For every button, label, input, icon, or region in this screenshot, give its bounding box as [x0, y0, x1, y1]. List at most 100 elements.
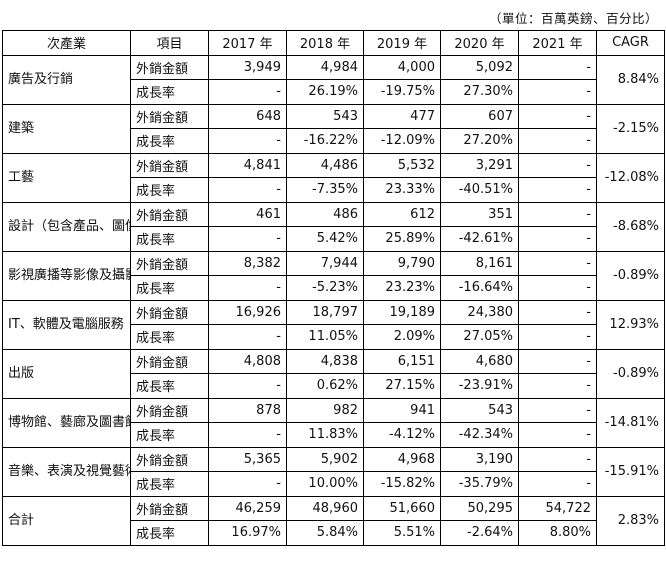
growth-value: -: [208, 226, 287, 252]
export-value: 24,380: [440, 299, 519, 325]
growth-value: -42.61%: [440, 226, 519, 252]
growth-value: -5.23%: [286, 275, 364, 301]
growth-value: -16.22%: [286, 128, 364, 154]
growth-value: -: [208, 373, 287, 399]
growth-value: -: [518, 324, 597, 350]
export-value: 941: [363, 397, 441, 423]
table-row: 建築 外銷金額 648 543 477 607- -2.15%: [2, 103, 665, 154]
category-cell: 音樂、表演及視覺藝術: [2, 446, 131, 497]
header-cagr: CAGR: [596, 30, 665, 56]
header-item: 項目: [130, 30, 209, 56]
header-2019: 2019 年: [363, 30, 441, 56]
export-value: 3,291: [440, 152, 519, 178]
growth-value: 27.05%: [440, 324, 519, 350]
growth-value: -4.12%: [363, 422, 441, 448]
item-label-growth: 成長率: [130, 471, 209, 497]
category-cell: 建築: [2, 103, 131, 154]
export-value: -: [518, 152, 597, 178]
table-row: 博物館、藝廊及圖書館 外銷金額 878 982 941 543- -14.81%: [2, 397, 665, 448]
cagr-value: -0.89%: [596, 250, 665, 301]
export-value: 3,190: [440, 446, 519, 472]
export-value: 5,902: [286, 446, 364, 472]
growth-value: 11.83%: [286, 422, 364, 448]
cagr-value: -15.91%: [596, 446, 665, 497]
growth-value: 26.19%: [286, 79, 364, 105]
growth-value: 23.33%: [363, 177, 441, 203]
cagr-value: -8.68%: [596, 201, 665, 252]
export-value: 4,841: [208, 152, 287, 178]
item-label-export: 外銷金額: [130, 152, 209, 178]
item-label-export: 外銷金額: [130, 201, 209, 227]
growth-value: -12.09%: [363, 128, 441, 154]
growth-value: -: [518, 226, 597, 252]
item-label-export: 外銷金額: [130, 446, 209, 472]
export-value: 3,949: [208, 54, 287, 80]
growth-value: -: [518, 373, 597, 399]
export-value: 8,161: [440, 250, 519, 276]
item-label-growth: 成長率: [130, 128, 209, 154]
export-value: -: [518, 201, 597, 227]
category-cell: 合計: [2, 495, 131, 546]
growth-value: -15.82%: [363, 471, 441, 497]
header-2018: 2018 年: [286, 30, 364, 56]
category-cell: 出版: [2, 348, 131, 399]
growth-value: -16.64%: [440, 275, 519, 301]
export-value: 4,000: [363, 54, 441, 80]
export-value: 46,259: [208, 495, 287, 521]
export-value: -: [518, 299, 597, 325]
table-row: 音樂、表演及視覺藝術 外銷金額 5,365 5,902 4,968 3,190- -15.9…: [2, 446, 665, 497]
export-value: -: [518, 446, 597, 472]
growth-value: 23.23%: [363, 275, 441, 301]
cagr-value: 8.84%: [596, 54, 665, 105]
table-row: 廣告及行銷 外銷金額 3,949 4,984 4,000 5,092-8.84%: [2, 54, 665, 105]
growth-value: -: [208, 128, 287, 154]
category-cell: 博物館、藝廊及圖書館: [2, 397, 131, 448]
unit-note: （單位：百萬英鎊、百分比）: [488, 11, 658, 26]
table-row: 成長率 - -5.23% 23.23% -16.64% -: [3, 275, 665, 301]
growth-value: 0.62%: [286, 373, 364, 399]
item-label-growth: 成長率: [130, 226, 209, 252]
table-row: IT、軟體及電腦服務 外銷金額 16,926 18,797 19,189 24,380-1…: [2, 299, 665, 350]
export-value: 486: [286, 201, 364, 227]
export-value: 4,680: [440, 348, 519, 374]
export-value: 6,151: [363, 348, 441, 374]
growth-value: 5.42%: [286, 226, 364, 252]
table-body: 廣告及行銷 外銷金額 3,949 4,984 4,000 5,092-8.84% 成長率 -2…: [2, 54, 665, 546]
export-value: -: [518, 397, 597, 423]
growth-value: -: [208, 275, 287, 301]
cagr-value: -12.08%: [596, 152, 665, 203]
category-cell: 廣告及行銷: [2, 54, 131, 105]
growth-value: 5.84%: [286, 520, 364, 546]
table-row: 合計 外銷金額 46,259 48,960 51,660 50,295 54,722 2.83…: [2, 495, 665, 546]
export-value: 477: [363, 103, 441, 129]
export-value: 4,486: [286, 152, 364, 178]
growth-value: 16.97%: [208, 520, 287, 546]
export-value: -: [518, 250, 597, 276]
item-label-growth: 成長率: [130, 324, 209, 350]
growth-value: -: [518, 471, 597, 497]
export-value: 19,189: [363, 299, 441, 325]
growth-value: -23.91%: [440, 373, 519, 399]
growth-value: 5.51%: [363, 520, 441, 546]
growth-value: -: [208, 79, 287, 105]
category-cell: 工藝: [2, 152, 131, 203]
export-value: 18,797: [286, 299, 364, 325]
growth-value: -2.64%: [440, 520, 519, 546]
export-value: -: [518, 348, 597, 374]
growth-value: -: [208, 422, 287, 448]
export-value: 4,984: [286, 54, 364, 80]
export-value: 50,295: [440, 495, 519, 521]
growth-value: 25.89%: [363, 226, 441, 252]
header-2020: 2020 年: [440, 30, 519, 56]
export-value: 461: [208, 201, 287, 227]
export-value: 8,382: [208, 250, 287, 276]
item-label-growth: 成長率: [130, 275, 209, 301]
growth-value: 2.09%: [363, 324, 441, 350]
table-row: 出版 外銷金額 4,808 4,838 6,151 4,680- -0.89%: [2, 348, 665, 399]
export-value: 878: [208, 397, 287, 423]
header-row: 次產業 項目 2017 年 2018 年 2019 年 2020 年 2021 …: [2, 30, 665, 56]
header-category: 次產業: [2, 30, 131, 56]
item-label-export: 外銷金額: [130, 250, 209, 276]
export-value: 51,660: [363, 495, 441, 521]
